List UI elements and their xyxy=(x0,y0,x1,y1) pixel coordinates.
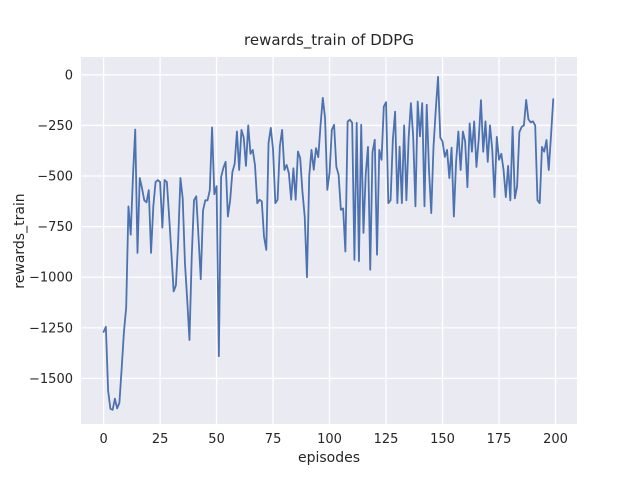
x-axis-label: episodes xyxy=(297,450,361,466)
x-tick-label: 75 xyxy=(265,432,282,447)
x-tick-label: 150 xyxy=(430,432,455,447)
x-tick-label: 200 xyxy=(543,432,568,447)
x-tick-label: 25 xyxy=(152,432,169,447)
y-tick-label: −1500 xyxy=(29,372,73,387)
y-tick-label: −750 xyxy=(37,220,73,235)
y-tick-label: −250 xyxy=(37,119,73,134)
gridlines xyxy=(81,57,577,424)
y-tick-label: −1000 xyxy=(29,271,73,286)
page-title: rewards_train of DDPG xyxy=(244,31,414,49)
y-tick-label: −500 xyxy=(37,170,73,185)
y-tick-label: 0 xyxy=(65,68,73,83)
x-tick-label: 125 xyxy=(374,432,399,447)
y-axis-label: rewards_train xyxy=(12,193,28,289)
tick-labels: 0 25 50 75 100 125 150 175 200 0 −250 −500 −750 −1000… xyxy=(29,68,568,447)
series-line-rewards_train xyxy=(102,75,555,411)
x-tick-label: 0 xyxy=(99,432,107,447)
x-tick-label: 175 xyxy=(487,432,512,447)
y-tick-label: −1250 xyxy=(29,321,73,336)
x-tick-label: 50 xyxy=(208,432,225,447)
x-tick-label: 100 xyxy=(317,432,342,447)
